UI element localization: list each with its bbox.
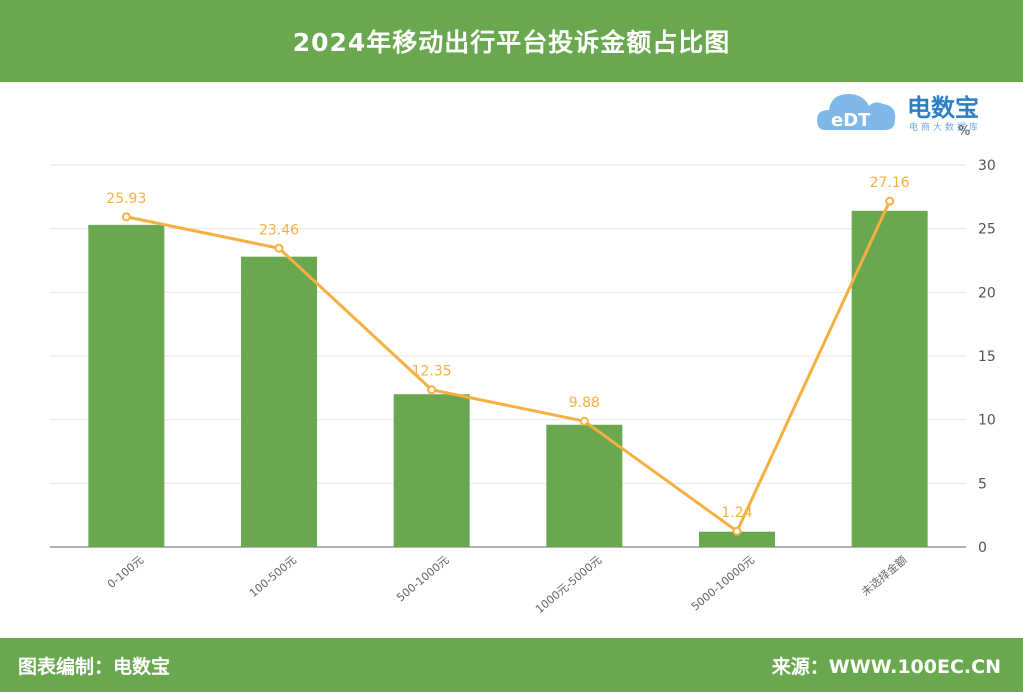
footer-source: 来源：WWW.100EC.CN: [771, 656, 1001, 678]
x-tick-label: 未选择金额: [858, 553, 909, 599]
line-point: [732, 526, 742, 536]
line-point: [885, 196, 895, 206]
cloud-logo-icon: eDT: [817, 94, 896, 131]
bar: [241, 256, 317, 547]
logo-brand-subtitle: 电商大数据库: [909, 123, 982, 133]
bar: [699, 531, 775, 547]
y-tick-label: 30: [978, 158, 996, 174]
y-tick-label: 5: [978, 476, 987, 492]
combo-chart: 0 5 10 15 20 25 30 25.93 23.46 12.35 9.88 1.24 27.16…: [50, 158, 996, 616]
x-tick-label: 0-100元: [105, 553, 146, 591]
footer-editor-credit: 图表编制：电数宝: [18, 656, 171, 678]
line-point: [274, 243, 284, 253]
y-tick-label: 10: [978, 413, 996, 429]
data-label: 1.24: [721, 505, 752, 521]
line-series: [126, 200, 892, 533]
data-label: 12.35: [412, 364, 452, 380]
y-tick-label: 15: [978, 349, 996, 365]
y-tick-label: 0: [978, 540, 987, 556]
chart-title: 2024年移动出行平台投诉金额占比图: [292, 28, 731, 57]
line-point: [427, 385, 437, 395]
logo-brand-name: 电数宝: [907, 94, 979, 122]
data-label: 9.88: [569, 395, 600, 411]
data-label: 23.46: [259, 222, 299, 238]
x-tick-label: 5000-10000元: [689, 553, 757, 613]
brand-logo: eDT 电数宝 电商大数据库: [815, 82, 1015, 144]
y-tick-label: 20: [978, 285, 996, 301]
x-tick-label: 500-1000元: [394, 553, 451, 604]
bar: [88, 224, 165, 547]
line-point: [121, 212, 131, 222]
y-axis-unit: %: [958, 124, 971, 139]
header-bar: 2024年移动出行平台投诉金额占比图: [0, 0, 1023, 82]
footer-bar: 图表编制：电数宝 来源：WWW.100EC.CN: [0, 638, 1023, 692]
data-label: 27.16: [870, 175, 910, 191]
data-label: 25.93: [106, 191, 146, 207]
x-tick-label: 100-500元: [247, 553, 299, 600]
line-point: [579, 416, 589, 426]
y-tick-label: 25: [978, 222, 996, 238]
bar: [546, 424, 623, 547]
x-tick-label: 1000元-5000元: [533, 553, 604, 616]
logo-mark-text: eDT: [831, 110, 871, 131]
bar: [851, 210, 928, 547]
bar: [393, 394, 470, 547]
